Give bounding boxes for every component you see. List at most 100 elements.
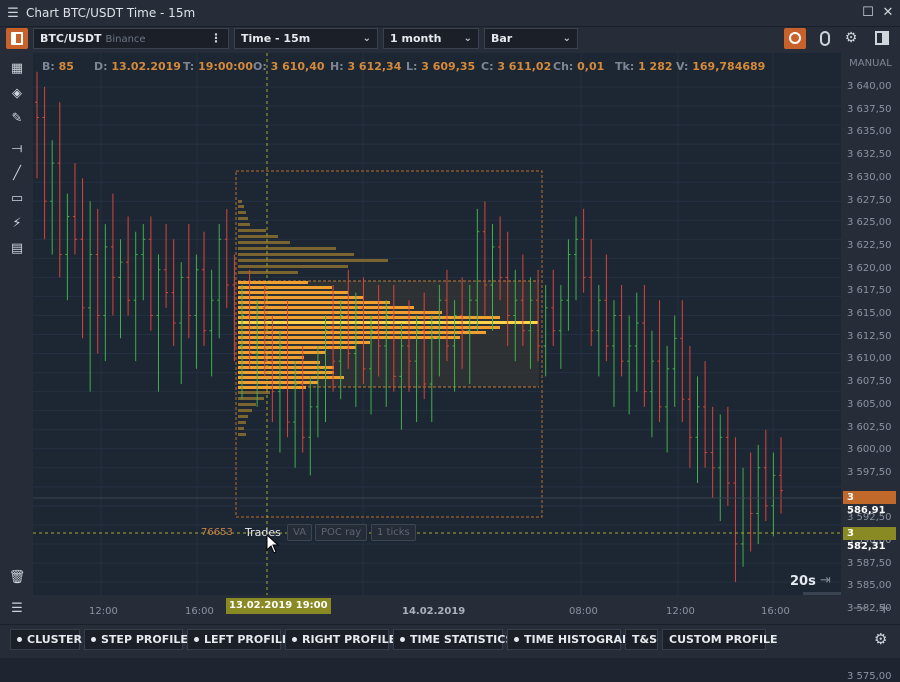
price-chart[interactable] bbox=[33, 53, 841, 595]
tab-dot-icon bbox=[400, 637, 405, 642]
cursor-time-label: 13.02.2019 19:00 bbox=[226, 598, 331, 614]
rectangle-icon[interactable]: ▭ bbox=[10, 191, 24, 206]
profile-bar bbox=[238, 217, 248, 220]
mouse-icon bbox=[820, 31, 830, 46]
tab-right-profile[interactable]: RIGHT PROFILE bbox=[285, 629, 396, 650]
profile-bar bbox=[238, 259, 388, 262]
info-value: 13.02.2019 bbox=[111, 60, 181, 73]
info-item: B: 85 bbox=[42, 60, 74, 73]
trash-icon[interactable]: 🗑 bbox=[8, 570, 26, 585]
price-tick: 3 575,00 bbox=[847, 671, 892, 682]
layers-icon[interactable]: ◈ bbox=[12, 86, 22, 101]
tab-t-s[interactable]: T&S bbox=[625, 629, 658, 650]
profile-bar bbox=[238, 247, 336, 250]
mouse-button[interactable] bbox=[815, 28, 835, 49]
more-vert-icon[interactable]: ⋮ bbox=[210, 31, 222, 45]
profile-bar bbox=[238, 321, 538, 324]
list-icon[interactable]: ☰ bbox=[11, 601, 23, 616]
period-value: 1 month bbox=[390, 32, 442, 45]
price-tick: 3 592,50 bbox=[847, 512, 892, 524]
profile-bar bbox=[238, 205, 244, 208]
scroll-to-end-icon[interactable]: ⇥ bbox=[820, 573, 831, 588]
price-tick: 3 627,50 bbox=[847, 194, 892, 206]
info-value: 85 bbox=[58, 60, 74, 73]
window-title: Chart BTC/USDT Time - 15m bbox=[26, 6, 196, 20]
price-tick: 3 625,00 bbox=[847, 217, 892, 229]
tabs-settings-gear-icon[interactable]: ⚙ bbox=[874, 630, 888, 648]
chevron-down-icon: ⌄ bbox=[463, 33, 472, 44]
profile-bar bbox=[238, 351, 326, 354]
info-item: Ch: 0,01 bbox=[553, 60, 604, 73]
profile-trades-button[interactable]: Trades bbox=[245, 526, 281, 539]
maximize-icon[interactable]: ☐ bbox=[862, 5, 874, 20]
zoom-out-icon[interactable]: — bbox=[853, 600, 867, 616]
profile-bar bbox=[238, 223, 250, 226]
profile-va-button[interactable]: VA bbox=[287, 524, 313, 541]
tab-dot-icon bbox=[514, 637, 519, 642]
profile-bar bbox=[238, 361, 320, 364]
info-value: 3 609,35 bbox=[421, 60, 476, 73]
profile-bar bbox=[238, 415, 248, 418]
gear-icon: ⚙ bbox=[844, 30, 858, 46]
tab-step-profile[interactable]: STEP PROFILE bbox=[84, 629, 188, 650]
close-icon[interactable]: ✕ bbox=[882, 5, 894, 20]
info-key: Tk: bbox=[615, 60, 639, 73]
info-value: 3 612,34 bbox=[347, 60, 402, 73]
axis-mode-label[interactable]: MANUAL bbox=[849, 58, 892, 69]
trend-line-icon[interactable]: ╱ bbox=[13, 166, 21, 181]
profile-bar bbox=[238, 306, 414, 309]
fibonacci-icon[interactable]: ⚡ bbox=[12, 216, 22, 231]
time-tick: 14.02.2019 bbox=[402, 606, 466, 617]
profile-bar bbox=[238, 376, 344, 379]
price-tick: 3 605,00 bbox=[847, 398, 892, 410]
last-price-label: 3 586,91 bbox=[843, 491, 896, 516]
timeframe-select[interactable]: Time - 15m ⌄ bbox=[234, 28, 378, 49]
price-tick: 3 585,00 bbox=[847, 580, 892, 592]
time-tick: 12:00 bbox=[89, 606, 118, 617]
info-item: T: 19:00:00 bbox=[183, 60, 253, 73]
profile-bar bbox=[238, 336, 460, 339]
info-value: 169,784689 bbox=[692, 60, 766, 73]
profile-bar bbox=[238, 371, 334, 374]
price-tick: 3 602,50 bbox=[847, 421, 892, 433]
instrument-select[interactable]: BTC/USDT Binance ⋮ bbox=[33, 28, 229, 49]
settings-button[interactable]: ⚙ bbox=[841, 28, 861, 49]
info-key: D: bbox=[94, 60, 112, 73]
profile-bar bbox=[238, 211, 246, 214]
pencil-icon[interactable]: ✎ bbox=[11, 111, 23, 126]
profile-tool-icon[interactable]: ▤ bbox=[10, 241, 24, 256]
tab-left-profile[interactable]: LEFT PROFILE bbox=[187, 629, 289, 650]
price-tick: 3 612,50 bbox=[847, 330, 892, 342]
tab-time-statistics[interactable]: TIME STATISTICS bbox=[393, 629, 513, 650]
profile-poc-ray-button[interactable]: POC ray bbox=[315, 524, 368, 541]
tab-custom-profile[interactable]: CUSTOM PROFILE bbox=[662, 629, 778, 650]
zoom-in-icon[interactable]: + bbox=[878, 599, 891, 617]
chart-type-select[interactable]: Bar ⌄ bbox=[484, 28, 578, 49]
time-axis[interactable] bbox=[33, 595, 841, 624]
candle-timer: 20s bbox=[790, 574, 816, 589]
period-select[interactable]: 1 month ⌄ bbox=[383, 28, 479, 49]
chart-type-value: Bar bbox=[491, 32, 513, 45]
tab-time-histogram[interactable]: TIME HISTOGRAM bbox=[507, 629, 633, 650]
info-key: C: bbox=[481, 60, 498, 73]
tab-cluster[interactable]: CLUSTER bbox=[10, 629, 82, 650]
right-panel-icon-fill bbox=[882, 33, 887, 43]
hamburger-menu-icon[interactable]: ☰ bbox=[7, 5, 19, 21]
chart-area[interactable] bbox=[33, 53, 841, 595]
horizontal-line-icon[interactable]: ⟞ bbox=[11, 141, 23, 156]
mouse-cursor-icon bbox=[266, 534, 280, 554]
crosshair-icon bbox=[789, 32, 801, 44]
profile-ticks-button[interactable]: 1 ticks bbox=[371, 524, 416, 541]
profile-bar bbox=[238, 427, 244, 430]
sidebar-toggle-button[interactable] bbox=[6, 28, 28, 49]
info-key: O: bbox=[253, 60, 271, 73]
price-tick: 3 637,50 bbox=[847, 103, 892, 115]
right-panel-button[interactable] bbox=[872, 28, 892, 49]
price-tick: 3 587,50 bbox=[847, 557, 892, 569]
tab-label: STEP PROFILE bbox=[101, 633, 188, 646]
right-panel-icon bbox=[875, 31, 889, 45]
indicators-icon[interactable]: ▦ bbox=[10, 61, 24, 76]
cursor-mode-button[interactable] bbox=[784, 28, 806, 49]
profile-bar bbox=[238, 200, 242, 203]
profile-bar bbox=[238, 235, 278, 238]
